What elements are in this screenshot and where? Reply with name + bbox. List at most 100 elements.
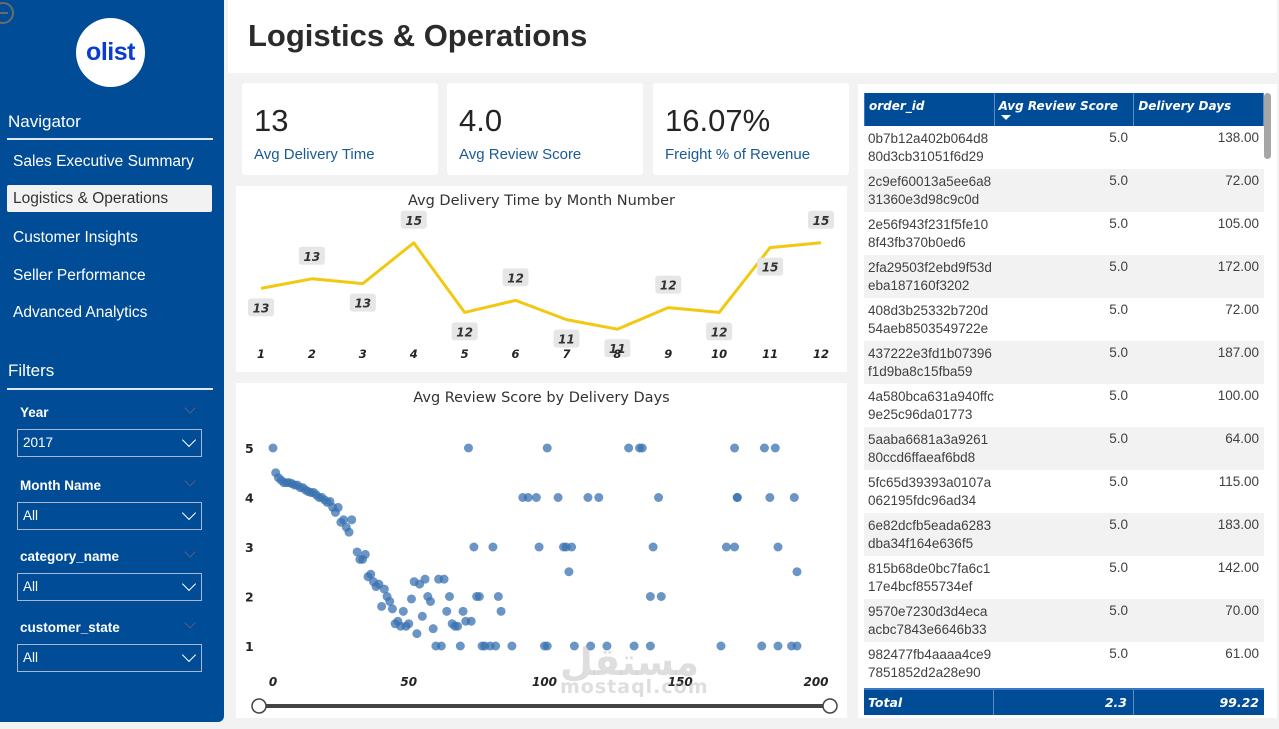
scatter-point[interactable] <box>507 641 517 651</box>
data-point[interactable] <box>817 239 825 247</box>
scatter-point[interactable] <box>398 606 408 616</box>
data-point[interactable] <box>664 304 672 312</box>
table-row[interactable]: 2c9ef60013a5ee6a831360e3d98c9c0d 5.0 72.00 <box>864 169 1264 212</box>
data-point[interactable] <box>410 239 418 247</box>
scatter-point[interactable] <box>458 606 468 616</box>
scatter-point[interactable] <box>531 493 541 502</box>
scatter-point[interactable] <box>442 606 452 616</box>
scatter-point[interactable] <box>339 515 349 525</box>
data-point[interactable] <box>512 296 520 304</box>
scatter-point[interactable] <box>594 493 604 502</box>
scatter-point[interactable] <box>366 569 376 579</box>
nav-item-customer-insights[interactable]: Customer Insights <box>13 229 138 246</box>
table-row[interactable]: 0b7b12a402b064d880d3cb31051f6d29 5.0 138.0… <box>864 126 1264 169</box>
data-point[interactable] <box>257 284 265 292</box>
scatter-point[interactable] <box>352 547 362 557</box>
scatter-point[interactable] <box>567 542 577 552</box>
scatter-point[interactable] <box>542 641 552 651</box>
scatter-point[interactable] <box>765 493 775 502</box>
line-chart-card[interactable]: Avg Delivery Time by Month Number 13 1 13 2… <box>236 186 847 372</box>
scatter-point[interactable] <box>344 527 354 537</box>
month-name-dropdown[interactable]: All <box>17 502 202 530</box>
nav-item-sales-executive-summary[interactable]: Sales Executive Summary <box>13 153 194 170</box>
scatter-point[interactable] <box>602 641 612 651</box>
table-row[interactable]: 437222e3fd1b07396f1d9ba8c15fba59 5.0 187.0… <box>864 341 1264 384</box>
scatter-point[interactable] <box>553 493 563 502</box>
data-point[interactable] <box>766 244 774 252</box>
scatter-point[interactable] <box>428 624 438 634</box>
scatter-point[interactable] <box>491 641 501 651</box>
nav-item-advanced-analytics[interactable]: Advanced Analytics <box>13 304 148 321</box>
data-point[interactable] <box>461 308 469 316</box>
scatter-point[interactable] <box>420 574 430 584</box>
collapse-icon[interactable] <box>0 2 14 24</box>
scatter-point[interactable] <box>624 443 634 453</box>
scatter-point[interactable] <box>721 542 731 552</box>
column-header-avg-review-score[interactable]: Avg Review Score <box>995 93 1135 126</box>
scatter-point[interactable] <box>716 641 726 651</box>
scatter-point[interactable] <box>770 443 780 453</box>
data-point[interactable] <box>359 280 367 288</box>
scatter-point[interactable] <box>569 641 579 651</box>
data-point[interactable] <box>308 275 316 283</box>
scatter-point[interactable] <box>789 493 799 502</box>
scatter-point[interactable] <box>583 493 593 502</box>
scatter-point[interactable] <box>645 592 655 601</box>
table-row[interactable]: 982477fb4aaaa4ce97851852d2a28e90 5.0 61.00 <box>864 642 1264 685</box>
slicer-header-chevron-icon[interactable] <box>184 617 196 629</box>
scatter-point[interactable] <box>730 443 740 453</box>
scatter-point[interactable] <box>387 604 397 614</box>
scatter-point[interactable] <box>656 592 666 601</box>
scatter-point[interactable] <box>417 611 427 621</box>
range-slider-max-handle[interactable] <box>822 698 838 714</box>
scatter-point[interactable] <box>648 542 658 552</box>
scatter-point[interactable] <box>496 606 506 616</box>
kpi-card-freight-pct-revenue[interactable]: 16.07% Freight % of Revenue <box>653 83 849 175</box>
table-row[interactable]: 2e56f943f231f5fe108f43fb370b0ed6 5.0 105.0… <box>864 212 1264 255</box>
table-row[interactable]: 5fc65d39393a0107a062195fdc96ad34 5.0 115.0… <box>864 470 1264 513</box>
scatter-point[interactable] <box>404 619 414 629</box>
scatter-point[interactable] <box>379 584 389 594</box>
scatter-point[interactable] <box>425 596 435 606</box>
slicer-header-chevron-icon[interactable] <box>184 402 196 414</box>
scatter-point[interactable] <box>360 549 370 559</box>
scatter-point[interactable] <box>493 592 503 601</box>
scatter-point[interactable] <box>542 443 552 453</box>
kpi-card-avg-review-score[interactable]: 4.0 Avg Review Score <box>447 83 643 175</box>
column-header-delivery-days[interactable]: Delivery Days <box>1134 93 1264 126</box>
data-point[interactable] <box>613 325 621 333</box>
range-slider-min-handle[interactable] <box>251 698 267 714</box>
scatter-point[interactable] <box>453 621 463 631</box>
scatter-point[interactable] <box>474 592 484 601</box>
slicer-header-chevron-icon[interactable] <box>184 546 196 558</box>
table-row[interactable]: 5aaba6681a3a926180ccd6ffaeaf6bd8 5.0 64.00 <box>864 427 1264 470</box>
scatter-point[interactable] <box>534 542 544 552</box>
nav-item-seller-performance[interactable]: Seller Performance <box>13 267 146 284</box>
column-header-order-id[interactable]: order_id <box>865 93 995 126</box>
table-row[interactable]: 815b68de0bc7fa6c117e4bcf855734ef 5.0 142.0… <box>864 556 1264 599</box>
scatter-point[interactable] <box>586 641 596 651</box>
scatter-point[interactable] <box>757 641 767 651</box>
year-dropdown[interactable]: 2017 <box>17 429 202 457</box>
kpi-card-avg-delivery-time[interactable]: 13 Avg Delivery Time <box>242 83 438 175</box>
scatter-point[interactable] <box>385 596 395 606</box>
scatter-point[interactable] <box>759 443 769 453</box>
scatter-point[interactable] <box>730 542 740 552</box>
table-row[interactable]: 9570e7230d3d4ecaacbc7843e6646b33 5.0 70.00 <box>864 599 1264 642</box>
scatter-point[interactable] <box>792 641 802 651</box>
scatter-point[interactable] <box>377 601 387 611</box>
scatter-point[interactable] <box>469 542 479 552</box>
scatter-point[interactable] <box>466 616 476 626</box>
scatter-point[interactable] <box>455 641 465 651</box>
scatter-point[interactable] <box>523 493 533 502</box>
scatter-point[interactable] <box>347 515 357 525</box>
scatter-point[interactable] <box>645 641 655 651</box>
nav-item-logistics-operations[interactable]: Logistics & Operations <box>7 185 212 212</box>
scatter-point[interactable] <box>564 567 574 577</box>
scatter-point[interactable] <box>406 594 416 604</box>
table-scrollbar[interactable] <box>1264 93 1271 159</box>
table-row[interactable]: 4a580bca631a940ffc9e25c96da01773 5.0 100.0… <box>864 384 1264 427</box>
table-row[interactable]: 2fa29503f2ebd9f53deba187160f3202 5.0 172.0… <box>864 255 1264 298</box>
scatter-point[interactable] <box>629 641 639 651</box>
